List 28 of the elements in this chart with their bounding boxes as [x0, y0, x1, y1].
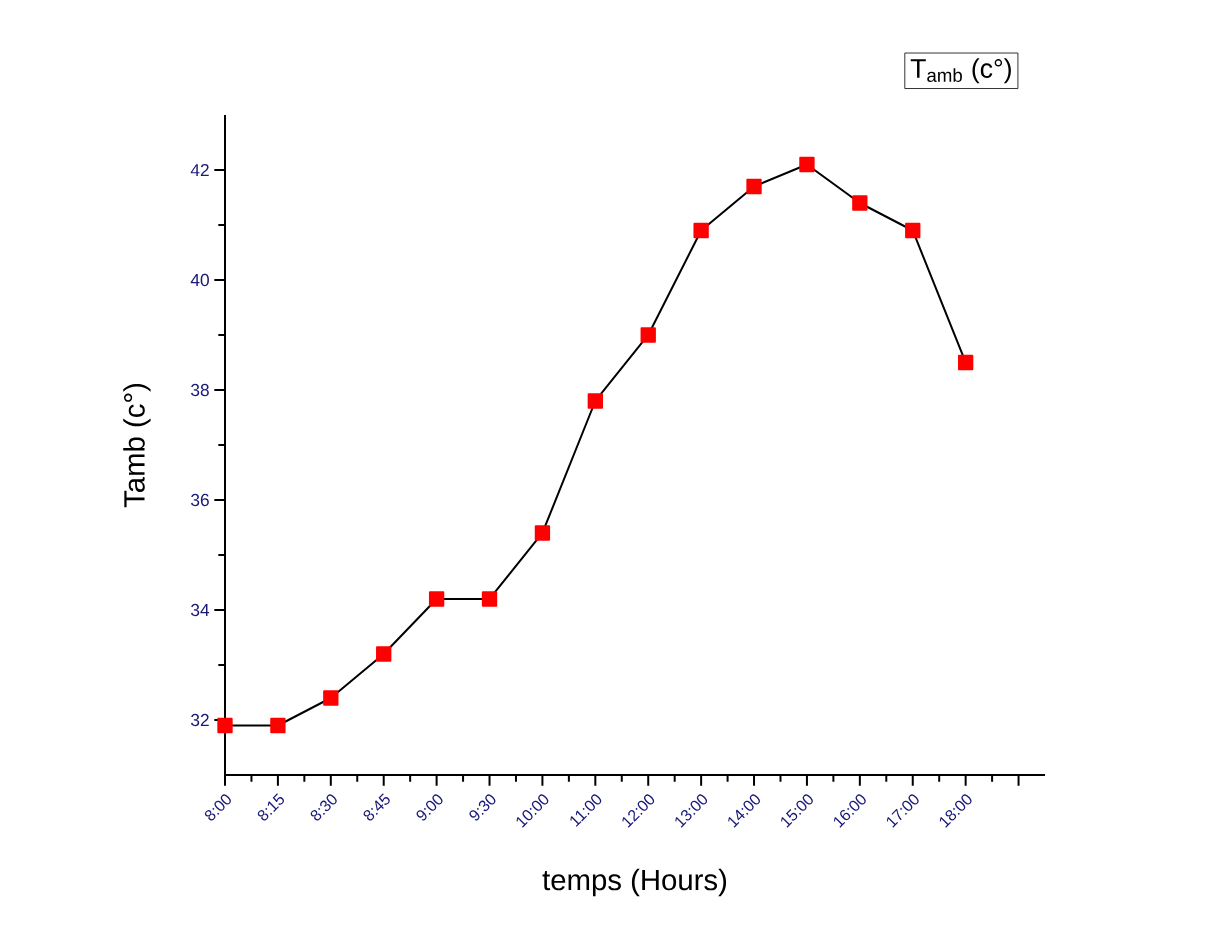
point — [534, 525, 551, 541]
y-tick-label: 32 — [191, 713, 209, 727]
y-tick-label: 38 — [191, 383, 209, 397]
y-tick-label: 40 — [190, 273, 209, 287]
point — [587, 393, 603, 409]
point — [270, 717, 286, 734]
x-tick-label: 9:00 — [416, 794, 443, 821]
point — [957, 354, 974, 371]
point — [323, 690, 339, 706]
point — [799, 156, 815, 173]
x-tick-label: 8:00 — [204, 794, 231, 821]
point — [693, 222, 709, 239]
point — [428, 591, 445, 607]
point — [852, 195, 868, 211]
x-axis-title: temps (Hours) — [542, 868, 727, 897]
text: T$_{amb}$ (c°) — [910, 58, 1011, 84]
x-tick-label: 9:30 — [469, 794, 496, 821]
y-tick-label: 42 — [190, 163, 209, 177]
point — [376, 646, 392, 662]
point — [746, 178, 762, 195]
point — [217, 717, 233, 734]
point — [640, 327, 656, 343]
x-tick-label: 8:30 — [310, 794, 337, 821]
y-tick-label: 34 — [191, 603, 210, 617]
y-axis-title: Tamb (c°) — [123, 383, 151, 508]
y-tick-label: 36 — [191, 493, 209, 507]
point — [905, 222, 921, 239]
point — [481, 591, 498, 607]
